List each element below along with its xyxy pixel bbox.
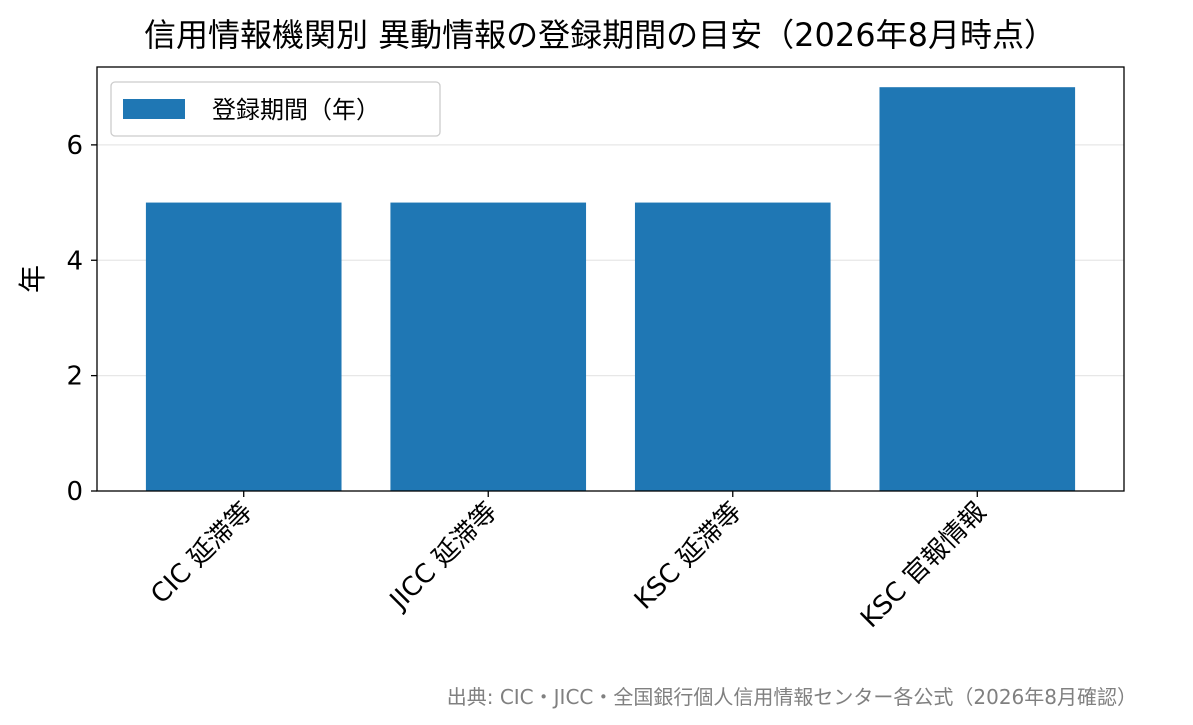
- x-tick-label: KSC 延滞等: [629, 497, 748, 616]
- y-axis-label: 年: [16, 265, 49, 293]
- legend-label: 登録期間（年）: [212, 96, 380, 124]
- y-tick-label: 4: [66, 246, 83, 276]
- y-tick-label: 0: [66, 477, 83, 507]
- y-tick-label: 6: [66, 131, 83, 161]
- chart-title: 信用情報機関別 異動情報の登録期間の目安（2026年8月時点）: [144, 16, 1056, 54]
- bar-3: [634, 202, 831, 491]
- legend-swatch: [123, 99, 185, 119]
- source-note: 出典: CIC・JICC・全国銀行個人信用情報センター各公式（2026年8月確認…: [447, 685, 1137, 709]
- bar-2: [390, 202, 587, 491]
- legend: 登録期間（年）: [110, 81, 441, 137]
- bar-1: [145, 202, 342, 491]
- bar-4: [879, 87, 1076, 491]
- x-tick-label: KSC 官報情報: [855, 497, 992, 634]
- x-axis-ticks: CIC 延滞等 JICC 延滞等 KSC 延滞等 KSC 官報情報: [145, 491, 992, 634]
- bars: [145, 87, 1076, 491]
- x-tick-label: JICC 延滞等: [383, 497, 503, 617]
- x-tick-label: CIC 延滞等: [145, 497, 258, 610]
- plot-area-frame: [96, 66, 1125, 492]
- y-tick-label: 2: [66, 362, 83, 392]
- legend-frame: [110, 81, 441, 137]
- y-axis-ticks: 0 2 4 6: [66, 131, 97, 507]
